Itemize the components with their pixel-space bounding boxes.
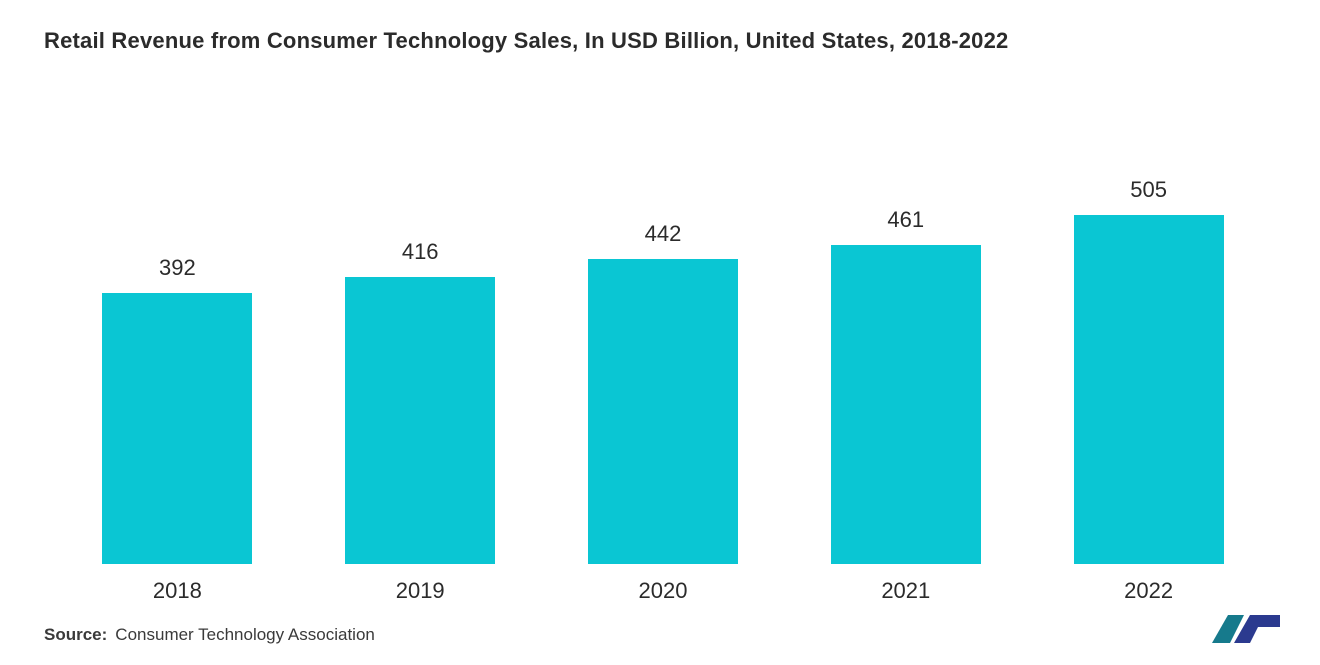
source-label: Source: [44, 625, 107, 644]
bar-value-label: 442 [645, 221, 682, 247]
bar-group: 416 [299, 239, 542, 564]
bar [588, 259, 738, 564]
bar-value-label: 416 [402, 239, 439, 265]
chart-footer: Source: Consumer Technology Association [44, 613, 1282, 645]
bar-group: 392 [56, 255, 299, 564]
bar-group: 505 [1027, 177, 1270, 564]
bar-group: 461 [784, 207, 1027, 564]
chart-container: Retail Revenue from Consumer Technology … [0, 0, 1320, 665]
chart-title: Retail Revenue from Consumer Technology … [44, 28, 1282, 54]
x-axis: 20182019202020212022 [44, 578, 1282, 604]
source-line: Source: Consumer Technology Association [44, 625, 375, 645]
brand-logo-icon [1210, 613, 1282, 645]
bar [1074, 215, 1224, 564]
x-tick-label: 2018 [56, 578, 299, 604]
x-tick-label: 2020 [542, 578, 785, 604]
bar [831, 245, 981, 564]
x-tick-label: 2021 [784, 578, 1027, 604]
bar-group: 442 [542, 221, 785, 564]
plot-area: 392 416 442 461 505 [44, 84, 1282, 564]
bar [102, 293, 252, 564]
x-tick-label: 2022 [1027, 578, 1270, 604]
bar-value-label: 505 [1130, 177, 1167, 203]
bar-value-label: 392 [159, 255, 196, 281]
bar-value-label: 461 [887, 207, 924, 233]
source-text: Consumer Technology Association [115, 625, 375, 644]
x-tick-label: 2019 [299, 578, 542, 604]
bar [345, 277, 495, 564]
